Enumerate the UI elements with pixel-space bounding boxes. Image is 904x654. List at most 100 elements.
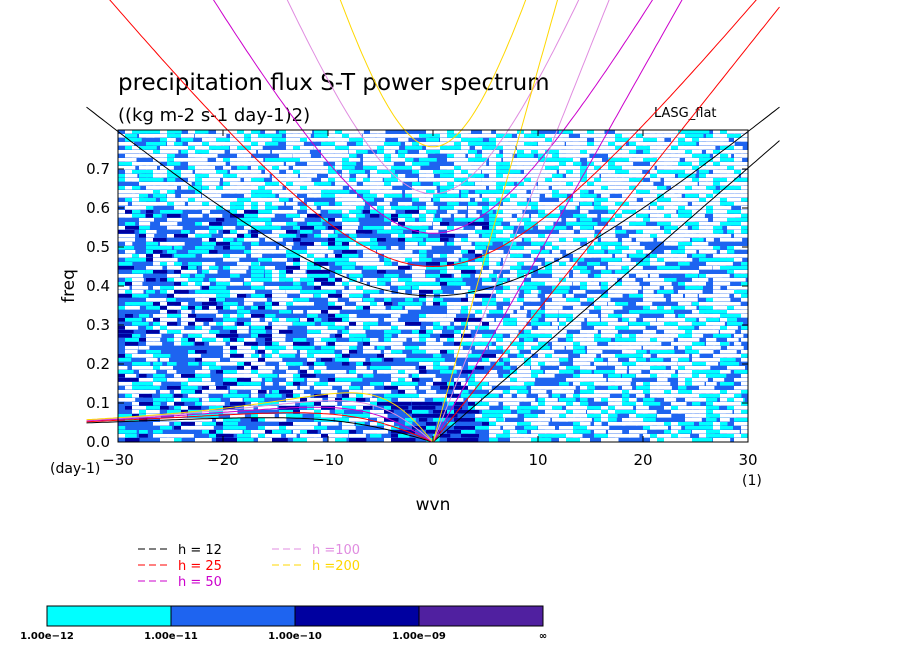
- heatmap-cell: [314, 342, 326, 346]
- heatmap-cell: [272, 298, 289, 302]
- heatmap-cell: [699, 250, 710, 254]
- heatmap-cell: [650, 298, 666, 302]
- heatmap-cell: [454, 178, 472, 182]
- kelvin-wave-curve-h50: [432, 0, 683, 442]
- heatmap-cell: [209, 330, 220, 334]
- heatmap-cell: [489, 146, 496, 150]
- heatmap-cell: [531, 330, 541, 334]
- heatmap-cell: [720, 202, 733, 206]
- heatmap-cell: [454, 282, 466, 286]
- heatmap-cell: [552, 334, 565, 338]
- heatmap-cell: [426, 142, 434, 146]
- heatmap-cell: [398, 394, 415, 398]
- heatmap-cell: [636, 374, 653, 378]
- heatmap-cell: [692, 150, 702, 154]
- heatmap-cell: [153, 398, 167, 402]
- heatmap-cell: [132, 214, 146, 218]
- heatmap-cell: [496, 342, 509, 346]
- heatmap-cell: [384, 390, 392, 394]
- heatmap-cell: [622, 238, 632, 242]
- heatmap-cell: [608, 378, 622, 382]
- heatmap-cell: [573, 430, 591, 434]
- heatmap-cell: [671, 214, 685, 218]
- heatmap-cell: [398, 258, 411, 262]
- heatmap-cell: [461, 438, 479, 442]
- heatmap-cell: [503, 342, 513, 346]
- heatmap-cell: [174, 262, 182, 266]
- heatmap-cell: [139, 346, 150, 350]
- heatmap-cell: [552, 150, 562, 154]
- heatmap-cell: [391, 418, 399, 422]
- heatmap-cell: [174, 282, 186, 286]
- heatmap-cell: [538, 358, 550, 362]
- heatmap-cell: [552, 290, 569, 294]
- heatmap-cell: [664, 334, 676, 338]
- heatmap-cell: [167, 174, 181, 178]
- heatmap-cell: [447, 190, 460, 194]
- heatmap-cell: [377, 398, 392, 402]
- heatmap-cell: [279, 286, 288, 290]
- heatmap-cell: [650, 358, 664, 362]
- heatmap-cell: [335, 334, 344, 338]
- heatmap-cell: [279, 418, 287, 422]
- heatmap-cell: [678, 382, 691, 386]
- heatmap-cell: [265, 378, 273, 382]
- heatmap-cell: [482, 194, 499, 198]
- heatmap-cell: [391, 282, 402, 286]
- heatmap-cell: [615, 286, 633, 290]
- heatmap-cell: [552, 266, 569, 270]
- heatmap-cell: [426, 358, 434, 362]
- heatmap-cell: [552, 390, 570, 394]
- heatmap-cell: [307, 174, 317, 178]
- heatmap-cell: [461, 286, 471, 290]
- heatmap-cell: [209, 266, 219, 270]
- heatmap-cell: [356, 238, 371, 242]
- heatmap-cell: [167, 434, 183, 438]
- heatmap-cell: [167, 310, 178, 314]
- heatmap-cell: [573, 234, 585, 238]
- heatmap-cell: [272, 426, 283, 430]
- heatmap-cell: [454, 270, 463, 274]
- heatmap-cell: [510, 306, 521, 310]
- heatmap-cell: [293, 130, 307, 134]
- heatmap-cell: [363, 246, 376, 250]
- heatmap-cell: [622, 210, 638, 214]
- heatmap-cell: [650, 342, 662, 346]
- heatmap-cell: [321, 422, 339, 426]
- heatmap-cell: [412, 198, 420, 202]
- heatmap-cell: [545, 174, 555, 178]
- heatmap-cell: [622, 258, 631, 262]
- heatmap-cell: [174, 134, 182, 138]
- heatmap-cell: [559, 438, 570, 442]
- heatmap-cell: [258, 162, 275, 166]
- heatmap-cell: [699, 422, 709, 426]
- heatmap-cell: [475, 374, 491, 378]
- heatmap-cell: [342, 290, 351, 294]
- heatmap-cell: [538, 346, 550, 350]
- heatmap-cell: [314, 402, 323, 406]
- heatmap-cell: [734, 186, 748, 190]
- heatmap-cell: [223, 190, 235, 194]
- heatmap-cell: [167, 222, 178, 226]
- heatmap-cell: [643, 238, 654, 242]
- heatmap-cell: [412, 186, 424, 190]
- heatmap-cell: [580, 134, 588, 138]
- heatmap-cell: [538, 398, 552, 402]
- heatmap-cell: [370, 174, 378, 178]
- heatmap-cell: [622, 166, 633, 170]
- heatmap-cell: [671, 238, 683, 242]
- heatmap-cell: [181, 150, 190, 154]
- heatmap-cell: [342, 158, 353, 162]
- heatmap-cell: [349, 282, 367, 286]
- heatmap-cell: [503, 230, 514, 234]
- heatmap-cell: [419, 370, 427, 374]
- heatmap-cell: [468, 394, 479, 398]
- heatmap-cell: [580, 194, 592, 198]
- heatmap-cell: [139, 322, 149, 326]
- heatmap-cell: [531, 250, 541, 254]
- heatmap-cell: [692, 390, 701, 394]
- heatmap-cell: [734, 162, 742, 166]
- heatmap-cell: [272, 138, 286, 142]
- heatmap-cell: [573, 422, 586, 426]
- heatmap-cell: [426, 350, 442, 354]
